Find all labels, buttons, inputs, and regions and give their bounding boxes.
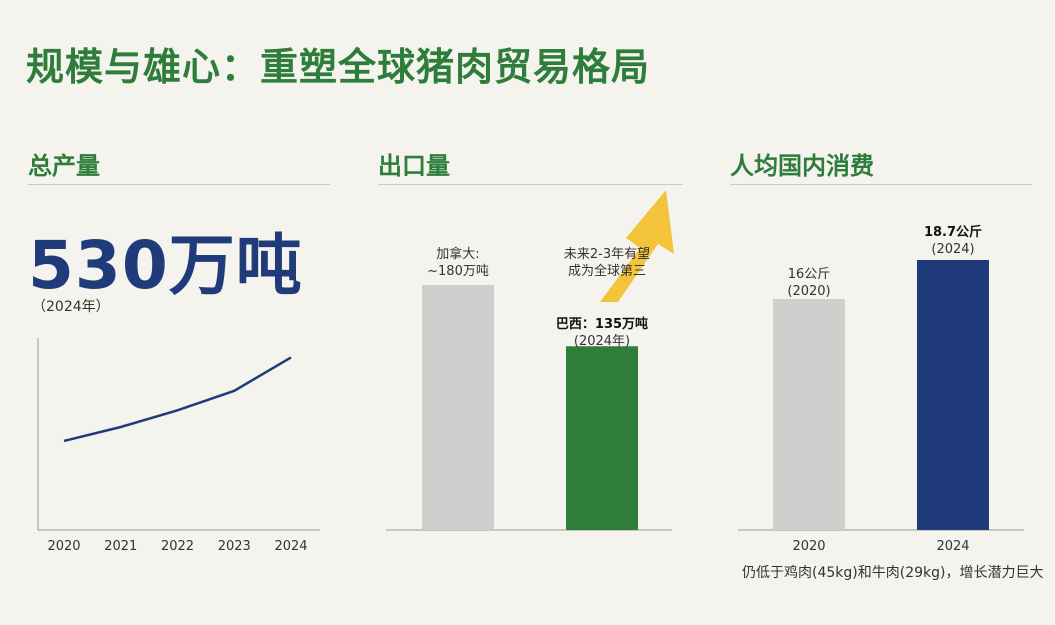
exports-divider [378,184,683,185]
production-divider [28,184,330,185]
production-x-tick-2024: 2024 [274,539,307,554]
consumption-label-2024-value: 18.7公斤 [924,224,982,240]
consumption-footnote: 仍低于鸡肉(45kg)和牛肉(29kg)，增长潜力巨大 [742,565,1044,581]
exports-bar-canada [422,285,494,530]
exports-label-brazil-value: 巴西：135万吨 [556,316,648,332]
consumption-label-2020-year: (2020) [787,284,830,299]
exports-bar-brazil [566,346,638,530]
consumption-divider [730,184,1032,185]
exports-arrow-note-line2: 成为全球第三 [568,263,646,279]
consumption-heading: 人均国内消费 [730,152,874,180]
exports-growth-arrow [600,190,674,302]
production-x-tick-2022: 2022 [161,539,194,554]
production-x-tick-2020: 2020 [47,539,80,554]
production-heading: 总产量 [28,152,100,180]
production-x-tick-2023: 2023 [218,539,251,554]
exports-label-brazil-year: (2024年) [574,334,630,349]
production-big-value: 530万吨 [28,227,303,304]
exports-arrow-note-line1: 未来2-3年有望 [564,246,650,262]
consumption-label-2024-year: (2024) [931,242,974,257]
exports-label-canada-name: 加拿大: [436,246,479,262]
exports-heading: 出口量 [378,152,450,180]
exports-label-canada-value: ~180万吨 [427,264,489,279]
consumption-x-tick-2020: 2020 [792,539,825,554]
consumption-bar-2024 [917,260,989,530]
page-title: 规模与雄心：重塑全球猪肉贸易格局 [26,45,651,89]
production-year-label: （2024年） [32,299,110,315]
production-x-tick-2021: 2021 [104,539,137,554]
consumption-bar-2020 [773,298,845,530]
consumption-label-2020-value: 16公斤 [788,267,831,282]
production-trend-line [63,356,292,443]
consumption-x-tick-2024: 2024 [936,539,969,554]
